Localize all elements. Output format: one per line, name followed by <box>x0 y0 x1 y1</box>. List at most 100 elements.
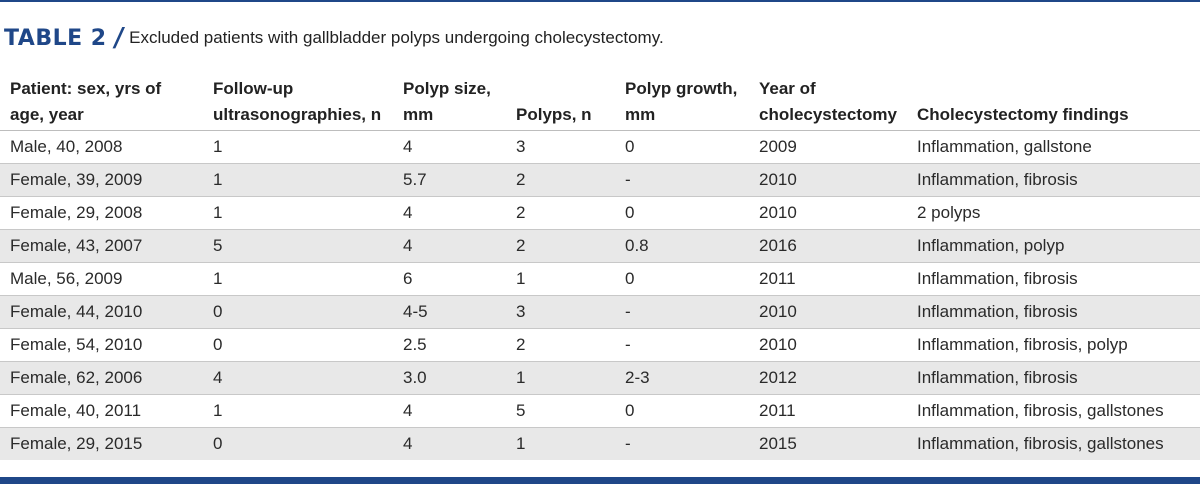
table-cell: 2011 <box>749 394 907 428</box>
column-header-line1: Polyp growth, <box>625 79 738 98</box>
table-cell: 2 <box>506 196 615 230</box>
table-cell: Female, 29, 2015 <box>0 427 203 460</box>
column-header: Polyps, n <box>506 68 615 131</box>
table-cell: 4-5 <box>393 295 506 329</box>
data-table: Patient: sex, yrs of age, year Follow-up ul… <box>0 68 1200 460</box>
table-cell: Female, 54, 2010 <box>0 328 203 362</box>
table-caption: TABLE 2 / Excluded patients with gallbla… <box>4 22 664 54</box>
table-cell: 0 <box>203 427 393 460</box>
table-row: Male, 56, 2009 1 6 1 0 2011 Inflammation, fibr… <box>0 262 1200 296</box>
table-cell: Inflammation, fibrosis, gallstones <box>907 427 1200 460</box>
column-header: Polyp size, mm <box>393 68 506 131</box>
column-header-line1: Polyp size, <box>403 79 491 98</box>
table-cell: - <box>615 295 749 329</box>
table-cell: 2015 <box>749 427 907 460</box>
column-header: Year of cholecystectomy <box>749 68 907 131</box>
column-header: Follow-up ultrasonographies, n <box>203 68 393 131</box>
table-cell: 0 <box>203 295 393 329</box>
table-cell: 1 <box>506 427 615 460</box>
table-cell: Male, 56, 2009 <box>0 262 203 296</box>
column-header-line1 <box>917 76 1200 102</box>
table-cell: 0 <box>615 196 749 230</box>
column-header-line2: mm <box>625 105 656 124</box>
table-row: Female, 29, 2008 1 4 2 0 2010 2 polyps <box>0 196 1200 230</box>
column-header-line2: Polyps, n <box>516 105 592 124</box>
top-rule <box>0 0 1200 2</box>
table-cell: 4 <box>393 229 506 263</box>
table-cell: 3.0 <box>393 361 506 395</box>
column-header-line2: age, year <box>10 105 84 124</box>
table-cell: 2-3 <box>615 361 749 395</box>
table-cell: Inflammation, fibrosis <box>907 262 1200 296</box>
table-number-label: TABLE 2 <box>4 25 107 51</box>
table-row: Female, 43, 2007 5 4 2 0.8 2016 Inflammation, … <box>0 229 1200 263</box>
table-cell: 2.5 <box>393 328 506 362</box>
table-cell: 0 <box>203 328 393 362</box>
column-header: Patient: sex, yrs of age, year <box>0 68 203 131</box>
table-row: Female, 29, 2015 0 4 1-2015 Inflammation, fi… <box>0 427 1200 460</box>
table-cell: 2 <box>506 328 615 362</box>
table-cell: 2011 <box>749 262 907 296</box>
table-row: Female, 39, 2009 1 5.7 2-2010 Inflammation, … <box>0 163 1200 197</box>
table-cell: 2010 <box>749 196 907 230</box>
table-cell: Inflammation, fibrosis <box>907 361 1200 395</box>
table-cell: Female, 43, 2007 <box>0 229 203 263</box>
table-cell: 2010 <box>749 295 907 329</box>
column-header-line1: Follow-up <box>213 79 294 98</box>
table-body: Male, 40, 2008 1 4 3 0 2009 Inflammation, gall… <box>0 130 1200 460</box>
table-cell: 2016 <box>749 229 907 263</box>
table-cell: 2009 <box>749 130 907 164</box>
table-cell: Inflammation, gallstone <box>907 130 1200 164</box>
table-cell: Female, 29, 2008 <box>0 196 203 230</box>
column-header-line2: cholecystectomy <box>759 105 897 124</box>
table-cell: Inflammation, fibrosis <box>907 163 1200 197</box>
table-cell: 1 <box>203 196 393 230</box>
column-header-line1: Patient: sex, yrs of <box>10 79 162 98</box>
column-header-line1 <box>516 76 615 102</box>
table-cell: 3 <box>506 130 615 164</box>
table-row: Female, 40, 2011 1 4 5 0 2011 Inflammation, fi… <box>0 394 1200 428</box>
table-cell: 5 <box>506 394 615 428</box>
table-cell: 4 <box>203 361 393 395</box>
table-cell: 2 <box>506 229 615 263</box>
table-cell: 1 <box>203 394 393 428</box>
table-row: Male, 40, 2008 1 4 3 0 2009 Inflammation, gall… <box>0 130 1200 164</box>
table-cell: 2010 <box>749 163 907 197</box>
table-cell: 1 <box>203 262 393 296</box>
column-header-line2: Cholecystectomy findings <box>917 105 1129 124</box>
table-title: Excluded patients with gallbladder polyp… <box>129 28 664 47</box>
table-cell: 2 polyps <box>907 196 1200 230</box>
table-cell: - <box>615 163 749 197</box>
column-header-line2: ultrasonographies, n <box>213 105 382 124</box>
table-cell: Inflammation, fibrosis, gallstones <box>907 394 1200 428</box>
table-cell: 3 <box>506 295 615 329</box>
table-cell: Female, 39, 2009 <box>0 163 203 197</box>
table-cell: 5 <box>203 229 393 263</box>
column-header: Cholecystectomy findings <box>907 68 1200 131</box>
table-cell: 6 <box>393 262 506 296</box>
table-cell: 2010 <box>749 328 907 362</box>
table-cell: - <box>615 328 749 362</box>
table-cell: 4 <box>393 196 506 230</box>
table-cell: 0 <box>615 262 749 296</box>
table-row: Female, 62, 2006 4 3.0 1 2-3 2012 Inflammation… <box>0 361 1200 395</box>
table-cell: Female, 44, 2010 <box>0 295 203 329</box>
table-cell: Male, 40, 2008 <box>0 130 203 164</box>
table-cell: 2 <box>506 163 615 197</box>
table-cell: 1 <box>506 262 615 296</box>
table-cell: 1 <box>203 130 393 164</box>
table-cell: 4 <box>393 394 506 428</box>
title-slash: / <box>111 23 126 53</box>
table-header: Patient: sex, yrs of age, year Follow-up ul… <box>0 68 1200 131</box>
table-cell: 0 <box>615 130 749 164</box>
table-cell: Female, 40, 2011 <box>0 394 203 428</box>
table-cell: 1 <box>506 361 615 395</box>
table-cell: 5.7 <box>393 163 506 197</box>
table-row: Female, 44, 2010 0 4-5 3-2010 Inflammation, … <box>0 295 1200 329</box>
column-header-line1: Year of <box>759 79 816 98</box>
table-cell: Inflammation, polyp <box>907 229 1200 263</box>
table-cell: 0.8 <box>615 229 749 263</box>
bottom-rule <box>0 477 1200 484</box>
table-cell: 0 <box>615 394 749 428</box>
table-cell: Inflammation, fibrosis <box>907 295 1200 329</box>
